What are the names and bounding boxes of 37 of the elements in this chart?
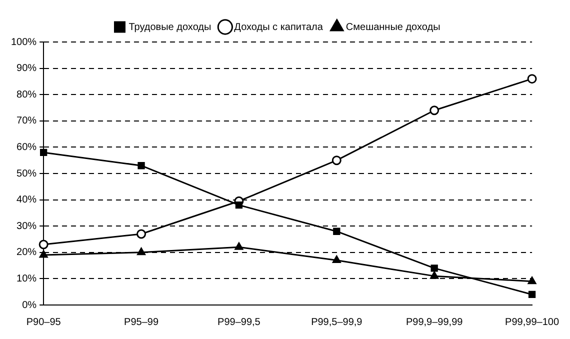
point [38, 240, 48, 250]
y-tick-label: 100% [11, 36, 37, 48]
y-tick-label: 20% [16, 247, 37, 258]
point [430, 271, 439, 279]
point [332, 256, 341, 264]
point [430, 264, 438, 272]
x-tick-label: P99,9–99,99 [406, 316, 464, 328]
point [235, 201, 243, 209]
y-tick-label: 80% [16, 89, 37, 100]
point [138, 162, 145, 170]
x-tick-label: P99,5–99,9 [311, 316, 363, 328]
point [332, 156, 342, 166]
point [528, 290, 536, 298]
y-tick-label: 70% [16, 116, 37, 127]
legend-label: Трудовые доходы [128, 22, 212, 33]
point [430, 106, 440, 116]
y-tick-label: 30% [16, 220, 37, 232]
point [234, 242, 244, 250]
legend-label: Смешанные доходы [346, 22, 440, 33]
x-tick-label: P90–95 [26, 316, 62, 328]
x-tick-label: P95–99 [124, 316, 159, 328]
x-tick-label: P99–99,5 [218, 316, 261, 328]
point [527, 74, 537, 84]
point [333, 228, 340, 235]
point [528, 276, 536, 284]
x-tick-label: P99,99–100 [505, 316, 560, 328]
y-tick-label: 60% [16, 142, 37, 153]
point [39, 250, 48, 258]
y-tick-label: 10% [16, 273, 37, 284]
y-tick-label: 50% [16, 168, 37, 180]
point [136, 229, 146, 239]
legend-label: Доходы с капитала [234, 22, 324, 33]
point [137, 248, 146, 256]
y-tick-label: 90% [16, 63, 37, 74]
y-tick-label: 0% [22, 300, 37, 311]
y-tick-label: 40% [16, 194, 37, 206]
point [40, 148, 48, 156]
